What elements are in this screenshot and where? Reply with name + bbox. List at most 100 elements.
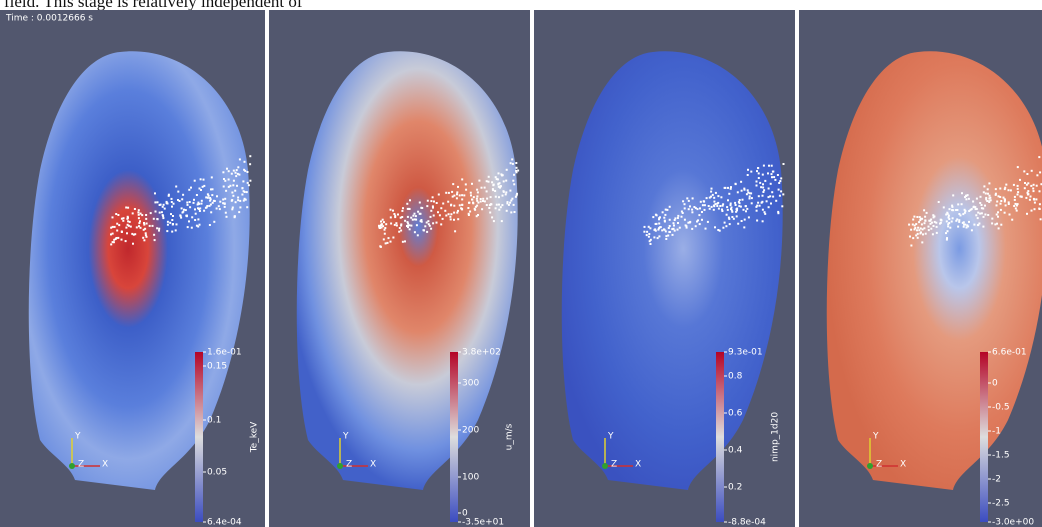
particle — [144, 228, 146, 230]
particle — [668, 231, 670, 233]
particle — [430, 210, 432, 212]
particle — [951, 221, 953, 223]
particle — [677, 215, 679, 217]
particle — [1004, 199, 1006, 201]
particle — [246, 206, 248, 208]
particle — [1013, 184, 1015, 186]
particle — [426, 222, 428, 224]
particle — [922, 228, 924, 230]
particle — [420, 207, 422, 209]
axis-glyph — [867, 463, 873, 469]
particle — [746, 193, 748, 195]
particle — [138, 209, 140, 211]
particle — [718, 208, 720, 210]
particle — [1025, 197, 1027, 199]
particle — [751, 202, 753, 204]
particle — [709, 208, 711, 210]
particle — [238, 211, 240, 213]
particle — [988, 182, 990, 184]
particle — [997, 216, 999, 218]
particle — [755, 206, 757, 208]
particle — [153, 218, 155, 220]
particle — [224, 203, 226, 205]
separator — [795, 10, 799, 527]
particle — [125, 207, 127, 209]
particle — [408, 224, 410, 226]
axis-label: Y — [342, 432, 349, 442]
particle — [159, 204, 161, 206]
particle — [491, 181, 493, 183]
particle — [1010, 189, 1012, 191]
particle — [222, 199, 224, 201]
particle — [428, 223, 430, 225]
particle — [1017, 166, 1019, 168]
particle — [233, 170, 235, 172]
particle — [232, 184, 234, 186]
particle — [388, 237, 390, 239]
particle — [973, 224, 975, 226]
particle — [995, 188, 997, 190]
particle — [669, 225, 671, 227]
particle — [657, 237, 659, 239]
particle — [917, 227, 919, 229]
particle — [673, 225, 675, 227]
particle — [979, 213, 981, 215]
particle — [149, 225, 151, 227]
particle — [219, 201, 221, 203]
particle — [979, 202, 981, 204]
colorbar-label: 6.6e-01 — [992, 348, 1027, 358]
particle — [756, 220, 758, 222]
particle — [427, 200, 429, 202]
particle — [511, 198, 513, 200]
particle — [658, 223, 660, 225]
axis-label: Z — [346, 460, 352, 470]
particle — [206, 205, 208, 207]
particle — [461, 198, 463, 200]
particle — [673, 222, 675, 224]
particle — [241, 187, 243, 189]
particle — [928, 220, 930, 222]
particle — [1026, 213, 1028, 215]
particle — [415, 215, 417, 217]
particle — [414, 231, 416, 233]
particle — [912, 219, 914, 221]
particle — [183, 209, 185, 211]
particle — [748, 216, 750, 218]
particle — [496, 178, 498, 180]
particle — [233, 180, 235, 182]
colorbar-label: -3.5e+01 — [462, 518, 504, 527]
particle — [653, 236, 655, 238]
particle — [940, 222, 942, 224]
particle — [762, 174, 764, 176]
particle — [728, 193, 730, 195]
particle — [400, 225, 402, 227]
particle — [721, 209, 723, 211]
particle — [763, 165, 765, 167]
particle — [517, 170, 519, 172]
particle — [701, 211, 703, 213]
colorbar-label: 1.6e-01 — [207, 348, 242, 358]
particle — [234, 215, 236, 217]
axis-label: X — [635, 460, 641, 470]
particle — [923, 227, 925, 229]
particle — [739, 202, 741, 204]
particle — [733, 218, 735, 220]
particle — [511, 158, 513, 160]
particle — [745, 210, 747, 212]
particle — [223, 178, 225, 180]
particle — [460, 207, 462, 209]
particle — [390, 223, 392, 225]
particle — [409, 199, 411, 201]
particle — [711, 206, 713, 208]
particle — [188, 189, 190, 191]
particle — [936, 232, 938, 234]
particle — [205, 207, 207, 209]
particle — [236, 185, 238, 187]
particle — [197, 202, 199, 204]
particle — [930, 219, 932, 221]
particle — [509, 190, 511, 192]
particle — [486, 198, 488, 200]
axis-label: Y — [607, 432, 614, 442]
particle — [510, 211, 512, 213]
particle — [984, 214, 986, 216]
